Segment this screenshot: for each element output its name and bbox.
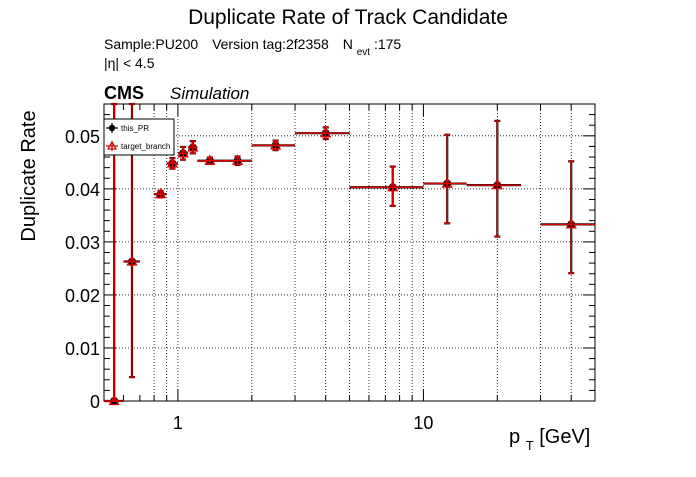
data-points [104, 102, 595, 406]
y-tick-label: 0 [90, 392, 100, 412]
y-tick-label: 0.04 [65, 180, 100, 200]
y-tick-label: 0.05 [65, 127, 100, 147]
nevt-value: :175 [374, 36, 401, 52]
info-line: Sample:PU200 Version tag:2f2358 N evt :1… [104, 36, 401, 58]
legend-label-target-branch: target_branch [121, 142, 170, 151]
cms-label: CMS [104, 83, 144, 103]
y-tick-label: 0.02 [65, 286, 100, 306]
data-point-marker [154, 187, 167, 199]
sample-label: Sample:PU200 [104, 36, 198, 52]
x-tick-label: 1 [173, 413, 183, 433]
chart-title: Duplicate Rate of Track Candidate [188, 6, 508, 29]
axis-tick-labels: 1 10 0 0.01 0.02 0.03 0.04 0.05 [65, 127, 433, 433]
data-point-marker [441, 177, 453, 188]
data-point-marker [108, 394, 120, 406]
nevt-prefix: N [343, 36, 353, 52]
legend-marker-target-branch [106, 140, 118, 150]
y-tick-label: 0.03 [65, 233, 100, 253]
data-point-marker [126, 255, 138, 266]
axis-ticks [103, 103, 596, 402]
legend-label-this-pr: this_PR [121, 124, 149, 133]
data-point-marker [565, 218, 577, 229]
data-point-marker [166, 157, 179, 168]
data-point-marker [320, 126, 332, 138]
grid-lines [104, 104, 595, 401]
version-label: Version tag:2f2358 [212, 36, 329, 52]
legend: this_PR target_branch [103, 118, 175, 156]
y-axis-label: Duplicate Rate [18, 110, 40, 241]
data-point-marker [187, 141, 199, 152]
legend-marker-this-pr [108, 124, 116, 132]
data-point-marker [231, 154, 244, 165]
data-point-marker [177, 146, 189, 158]
x-tick-label: 10 [413, 413, 433, 433]
x-axis-label: p T [GeV] [509, 426, 590, 455]
data-point-marker [387, 180, 399, 192]
x-axis-label-subscript: T [526, 438, 534, 453]
x-axis-label-unit: [GeV] [539, 426, 590, 448]
x-axis-label-p: p [509, 426, 520, 448]
data-point-marker [270, 138, 282, 150]
eta-cut-label: |η| < 4.5 [104, 55, 155, 71]
data-point-marker [204, 154, 216, 165]
y-tick-label: 0.01 [65, 339, 100, 359]
nevt-subscript: evt [357, 47, 371, 58]
simulation-label: Simulation [170, 84, 249, 103]
data-point-marker [491, 178, 503, 190]
